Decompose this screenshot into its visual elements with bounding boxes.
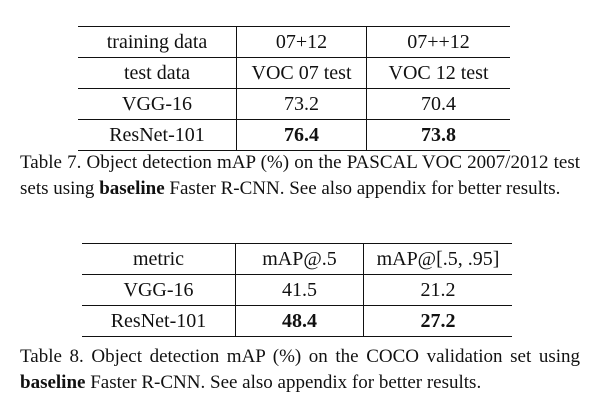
best-value-cell: 27.2	[363, 305, 512, 337]
table-row: ResNet-101 76.4 73.8	[78, 119, 510, 151]
value-cell: 70.4	[366, 88, 510, 120]
header-cell: 07+12	[236, 26, 367, 58]
table-header-row: training data 07+12 07++12	[78, 26, 510, 58]
table-header-row: metric mAP@.5 mAP@[.5, .95]	[82, 243, 512, 275]
caption-text: Table 7. Object detection mAP (%) on the…	[20, 152, 580, 199]
value-cell: 21.2	[363, 274, 512, 306]
header-cell: test data	[78, 57, 237, 89]
model-name-cell: VGG-16	[78, 88, 237, 120]
header-cell: VOC 07 test	[236, 57, 367, 89]
model-name-cell: ResNet-101	[78, 119, 237, 151]
table-7-voc: training data 07+12 07++12 test data VOC…	[78, 26, 510, 151]
model-name-cell: ResNet-101	[82, 305, 236, 337]
table-7-caption: Table 7. Object detection mAP (%) on the…	[20, 150, 580, 202]
caption-emphasis: baseline	[99, 178, 165, 199]
table-8-coco: metric mAP@.5 mAP@[.5, .95] VGG-16 41.5 …	[82, 243, 512, 337]
header-cell: VOC 12 test	[366, 57, 510, 89]
best-value-cell: 73.8	[366, 119, 510, 151]
best-value-cell: 48.4	[235, 305, 364, 337]
caption-emphasis: baseline	[20, 372, 86, 393]
header-cell: mAP@.5	[235, 243, 364, 275]
table-row: ResNet-101 48.4 27.2	[82, 305, 512, 337]
caption-text: Table 8. Object detection mAP (%) on the…	[20, 346, 580, 367]
header-cell: metric	[82, 243, 236, 275]
header-cell: mAP@[.5, .95]	[363, 243, 512, 275]
header-cell: 07++12	[366, 26, 510, 58]
caption-text: Faster R-CNN. See also appendix for bett…	[164, 178, 561, 199]
table-8-caption: Table 8. Object detection mAP (%) on the…	[20, 344, 580, 396]
table-header-row: test data VOC 07 test VOC 12 test	[78, 57, 510, 89]
model-name-cell: VGG-16	[82, 274, 236, 306]
value-cell: 73.2	[236, 88, 367, 120]
table-row: VGG-16 73.2 70.4	[78, 88, 510, 120]
header-cell: training data	[78, 26, 237, 58]
best-value-cell: 76.4	[236, 119, 367, 151]
caption-text: Faster R-CNN. See also appendix for bett…	[85, 372, 482, 393]
value-cell: 41.5	[235, 274, 364, 306]
table-row: VGG-16 41.5 21.2	[82, 274, 512, 306]
